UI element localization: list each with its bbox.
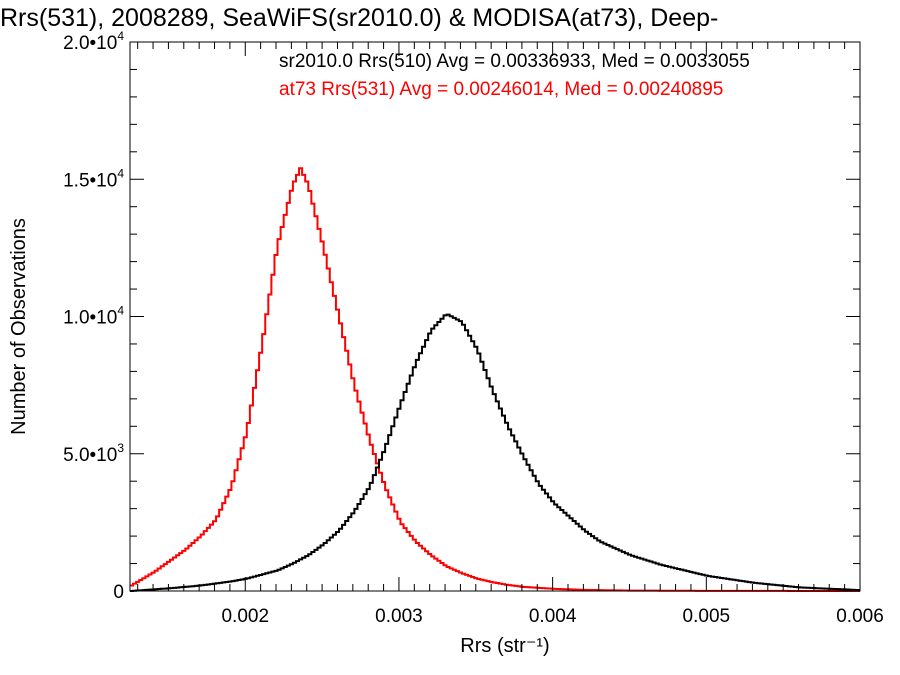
x-axis-label: Rrs (str⁻¹) [460, 635, 549, 657]
x-tick-label: 0.002 [221, 606, 269, 627]
y-tick-mantissa: 1.5•10 [63, 170, 117, 191]
series-line-1 [130, 313, 860, 592]
x-tick-label: 0.003 [375, 606, 423, 627]
annotation-group: sr2010.0 Rrs(510) Avg = 0.00336933, Med … [279, 51, 750, 100]
y-tick-exponent: 3 [117, 441, 124, 455]
y-tick-mantissa: 1.0•10 [63, 308, 117, 329]
y-tick-label: 0 [113, 582, 124, 603]
chart-title: Rrs(531), 2008289, SeaWiFS(sr2010.0) & M… [0, 4, 718, 32]
y-tick-mantissa: 2.0•10 [63, 33, 117, 54]
plot-border [129, 41, 861, 592]
plot-frame [129, 41, 861, 592]
x-tick-label: 0.004 [529, 606, 577, 627]
y-tick-mantissa: 5.0•10 [63, 445, 117, 466]
annotation-text-1: at73 Rrs(531) Avg = 0.00246014, Med = 0.… [279, 79, 723, 100]
x-tick-label: 0.006 [836, 606, 884, 627]
x-tick-label: 0.005 [683, 606, 731, 627]
y-tick-exponent: 4 [117, 166, 124, 180]
y-tick-mantissa: 0 [113, 582, 124, 603]
annotation-text-0: sr2010.0 Rrs(510) Avg = 0.00336933, Med … [279, 51, 750, 72]
series-line-0 [130, 167, 860, 592]
y-axis-label-group: Number of Observations [8, 218, 30, 435]
y-tick-label: 5.0•103 [63, 441, 124, 466]
y-tick-exponent: 4 [117, 304, 124, 318]
y-axis-label: Number of Observations [8, 218, 30, 435]
series-group [130, 167, 860, 592]
tick-group: 0.002 0.003 0.004 0.005 0.00605.0•1031.0•104… [63, 29, 884, 627]
y-tick-label: 1.5•104 [63, 166, 124, 191]
y-tick-label: 2.0•104 [63, 29, 124, 54]
y-tick-label: 1.0•104 [63, 304, 124, 329]
y-tick-exponent: 4 [117, 29, 124, 43]
